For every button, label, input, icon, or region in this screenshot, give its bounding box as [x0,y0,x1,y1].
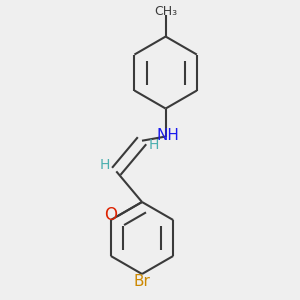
Text: H: H [100,158,110,172]
Text: H: H [149,138,159,152]
Text: O: O [105,206,118,224]
Text: CH₃: CH₃ [154,5,177,18]
Text: Br: Br [134,274,150,289]
Text: NH: NH [156,128,179,143]
